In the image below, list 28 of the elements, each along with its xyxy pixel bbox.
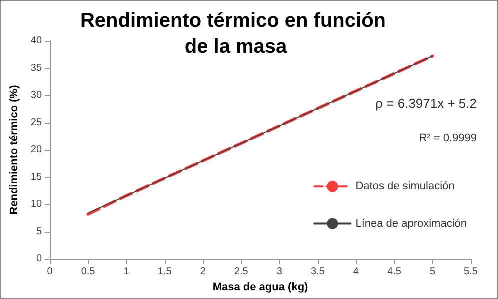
y-axis-title: Rendimiento térmico (%) (8, 84, 20, 215)
x-tick-label: 4.5 (388, 266, 402, 278)
y-tick-label: 40 (30, 36, 42, 46)
x-tick-label: 5 (430, 266, 436, 278)
y-tick-label: 20 (30, 144, 42, 156)
x-axis-title: Masa de agua (kg) (212, 282, 309, 294)
legend-label: Línea de aproximación (356, 218, 467, 230)
y-tick-label: 35 (30, 62, 42, 74)
y-tick-label: 10 (30, 199, 42, 210)
x-tick-label: 5.5 (464, 266, 478, 278)
x-tick-label: 1.5 (158, 266, 172, 278)
y-tick-label: 15 (30, 172, 42, 183)
chart-title: Rendimiento térmico en función de la masa (80, 10, 392, 58)
x-tick-label: 1 (124, 266, 130, 278)
y-tick-label: 25 (30, 117, 42, 128)
legend-label: Datos de simulación (356, 180, 455, 193)
x-tick-label: 0.5 (81, 266, 96, 278)
y-tick-label: 30 (30, 90, 42, 102)
x-tick-label: 3.5 (310, 266, 326, 278)
x-tick-label: 2.5 (234, 266, 249, 278)
annotation: R² = 0.9999 (419, 132, 478, 144)
y-tick-label: 0 (36, 254, 42, 265)
x-tick-label: 3 (276, 266, 283, 278)
x-tick-label: 0 (47, 266, 54, 278)
annotation: ρ = 6.3971x + 5.2 (376, 96, 477, 111)
x-tick-label: 2 (200, 266, 206, 278)
x-tick-label: 4 (353, 266, 360, 278)
y-tick-label: 5 (36, 226, 42, 238)
